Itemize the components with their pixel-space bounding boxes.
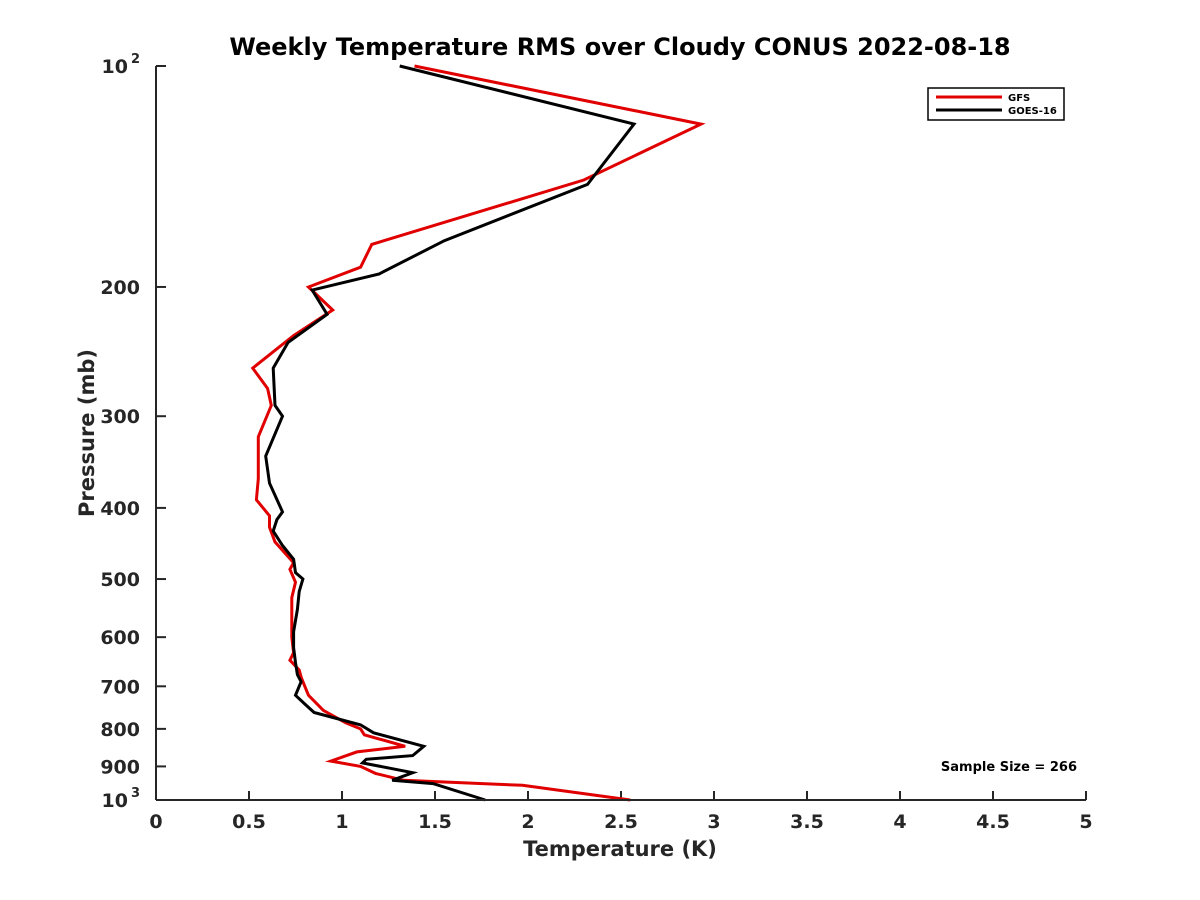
x-tick-label: 3.5 [790,811,824,833]
x-tick-label: 4.5 [976,811,1010,833]
x-tick-label: 4 [893,811,906,833]
x-tick-label: 3 [707,811,720,833]
y-tick-label: 10 [102,790,128,812]
x-axis-label: Temperature (K) [523,837,717,861]
y-tick-label: 800 [100,719,140,741]
series-layer [250,64,706,802]
x-axis-ticks: 0 0.5 1 1.5 2 2.5 3 3.5 4 4.5 5 [149,791,1093,833]
y-tick-label: 900 [100,756,140,778]
series-line-gfs [250,64,706,802]
x-tick-label: 0 [149,811,162,833]
sample-size-annotation: Sample Size = 266 [941,760,1077,775]
legend: GFS GOES-16 [927,87,1065,121]
x-tick-label: 2 [521,811,534,833]
legend-label: GFS [1008,93,1030,104]
y-tick-label: 700 [100,676,140,698]
x-tick-label: 0.5 [232,811,266,833]
y-tick-exponent: 3 [131,786,140,801]
y-tick-label: 600 [100,627,140,649]
y-tick-label: 500 [100,569,140,591]
chart-title: Weekly Temperature RMS over Cloudy CONUS… [229,33,1010,61]
x-tick-label: 2.5 [604,811,638,833]
y-tick-label: 300 [100,406,140,428]
y-tick-exponent: 2 [131,52,140,67]
y-tick-label: 10 [102,56,128,78]
x-tick-label: 5 [1079,811,1092,833]
y-axis-label: Pressure (mb) [75,349,99,517]
x-tick-label: 1 [335,811,348,833]
axes [155,66,1086,801]
legend-box [927,87,1065,121]
y-tick-label: 200 [100,277,140,299]
x-tick-label: 1.5 [418,811,452,833]
legend-label: GOES-16 [1008,106,1057,117]
y-tick-label: 400 [100,498,140,520]
series-line-goes-16 [264,64,637,802]
